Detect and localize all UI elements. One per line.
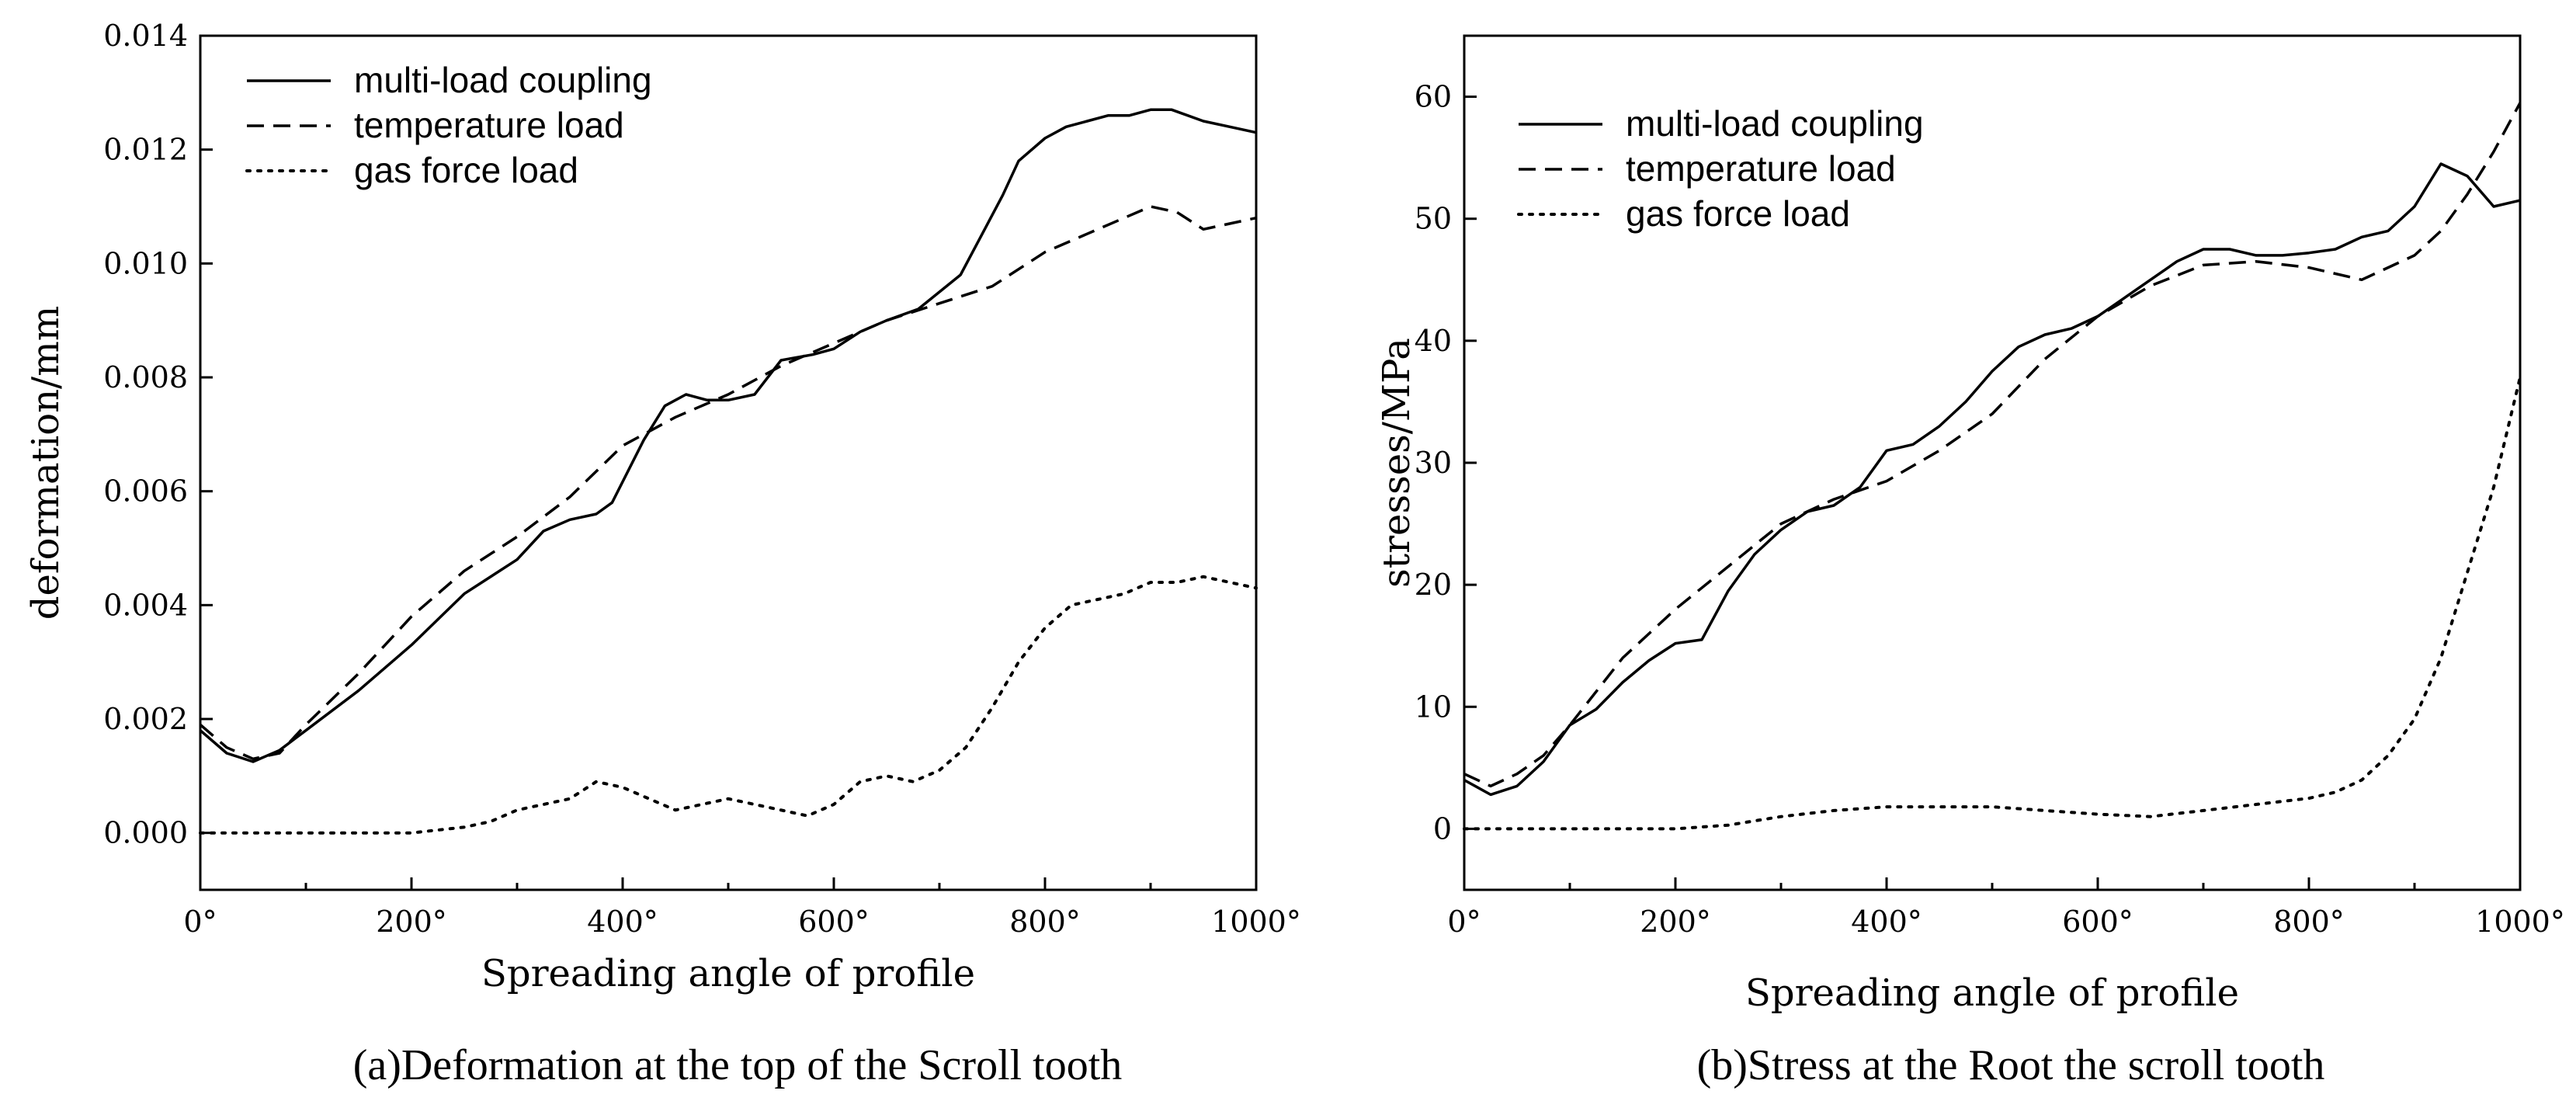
a-x-tick-label: 0° xyxy=(183,905,217,939)
b-y-tick-label: 30 xyxy=(1415,446,1452,480)
b-y-tick-label: 50 xyxy=(1415,202,1452,236)
a-series-line-gas-force-load xyxy=(199,575,1258,835)
b-plot-frame xyxy=(1463,34,2522,891)
a-y-axis-label: deformation/mm xyxy=(24,306,68,620)
a-y-tick-label: 0.010 xyxy=(103,246,188,280)
b-y-axis-label: stresses/MPa xyxy=(1375,338,1418,588)
a-y-tick-label: 0.004 xyxy=(103,588,188,622)
b-y-tick-label: 10 xyxy=(1415,689,1452,724)
a-x-tick-label: 400° xyxy=(587,905,658,939)
b-x-axis-label: Spreading angle of profile xyxy=(1745,971,2239,1015)
a-series-line-multi-load-coupling xyxy=(199,108,1257,763)
panel-a-deformation: 0.000 0.002 0.004 0.006 0.008 0.010 0.012 0.014… xyxy=(24,19,1301,1089)
b-x-tick-label: 200° xyxy=(1640,905,1711,939)
a-x-tick-label: 1000° xyxy=(1211,905,1301,939)
a-x-tick-label: 200° xyxy=(376,905,447,939)
b-y-tick-label: 60 xyxy=(1415,80,1452,114)
a-legend-label: multi-load coupling xyxy=(354,60,652,100)
a-x-tick-label: 600° xyxy=(798,905,870,939)
a-x-tick-label: 800° xyxy=(1009,905,1081,939)
b-legend-label: gas force load xyxy=(1626,193,1850,234)
b-caption: (b)Stress at the Root the scroll tooth xyxy=(1697,1041,2325,1089)
a-x-axis-label: Spreading angle of profile xyxy=(481,952,975,995)
b-y-tick-label: 40 xyxy=(1415,324,1452,358)
a-caption: (a)Deformation at the top of the Scroll … xyxy=(353,1041,1123,1089)
b-x-tick-label: 0° xyxy=(1447,905,1481,939)
a-y-tick-label: 0.008 xyxy=(103,360,188,394)
b-x-tick-label: 800° xyxy=(2273,905,2345,939)
a-y-tick-label: 0.012 xyxy=(103,133,188,167)
b-y-tick-label: 20 xyxy=(1415,568,1452,602)
b-y-tick-label: 0 xyxy=(1433,811,1452,846)
a-legend-label: temperature load xyxy=(354,105,624,145)
b-legend-label: multi-load coupling xyxy=(1626,103,1924,144)
a-y-tick-label: 0.000 xyxy=(103,816,188,850)
b-series-line-gas-force-load xyxy=(1463,376,2522,831)
b-x-tick-label: 400° xyxy=(1851,905,1922,939)
b-x-tick-label: 600° xyxy=(2062,905,2133,939)
b-series-line-multi-load-coupling xyxy=(1463,162,2521,797)
a-legend-label: gas force load xyxy=(354,150,578,190)
b-series-line-temperature-load xyxy=(1463,102,2522,788)
a-y-tick-label: 0.002 xyxy=(103,702,188,736)
a-series-line-temperature-load xyxy=(199,205,1257,761)
b-legend-label: temperature load xyxy=(1626,148,1896,189)
a-y-tick-label: 0.006 xyxy=(103,474,188,509)
a-y-tick-label: 0.014 xyxy=(103,19,188,53)
b-x-tick-label: 1000° xyxy=(2475,905,2565,939)
